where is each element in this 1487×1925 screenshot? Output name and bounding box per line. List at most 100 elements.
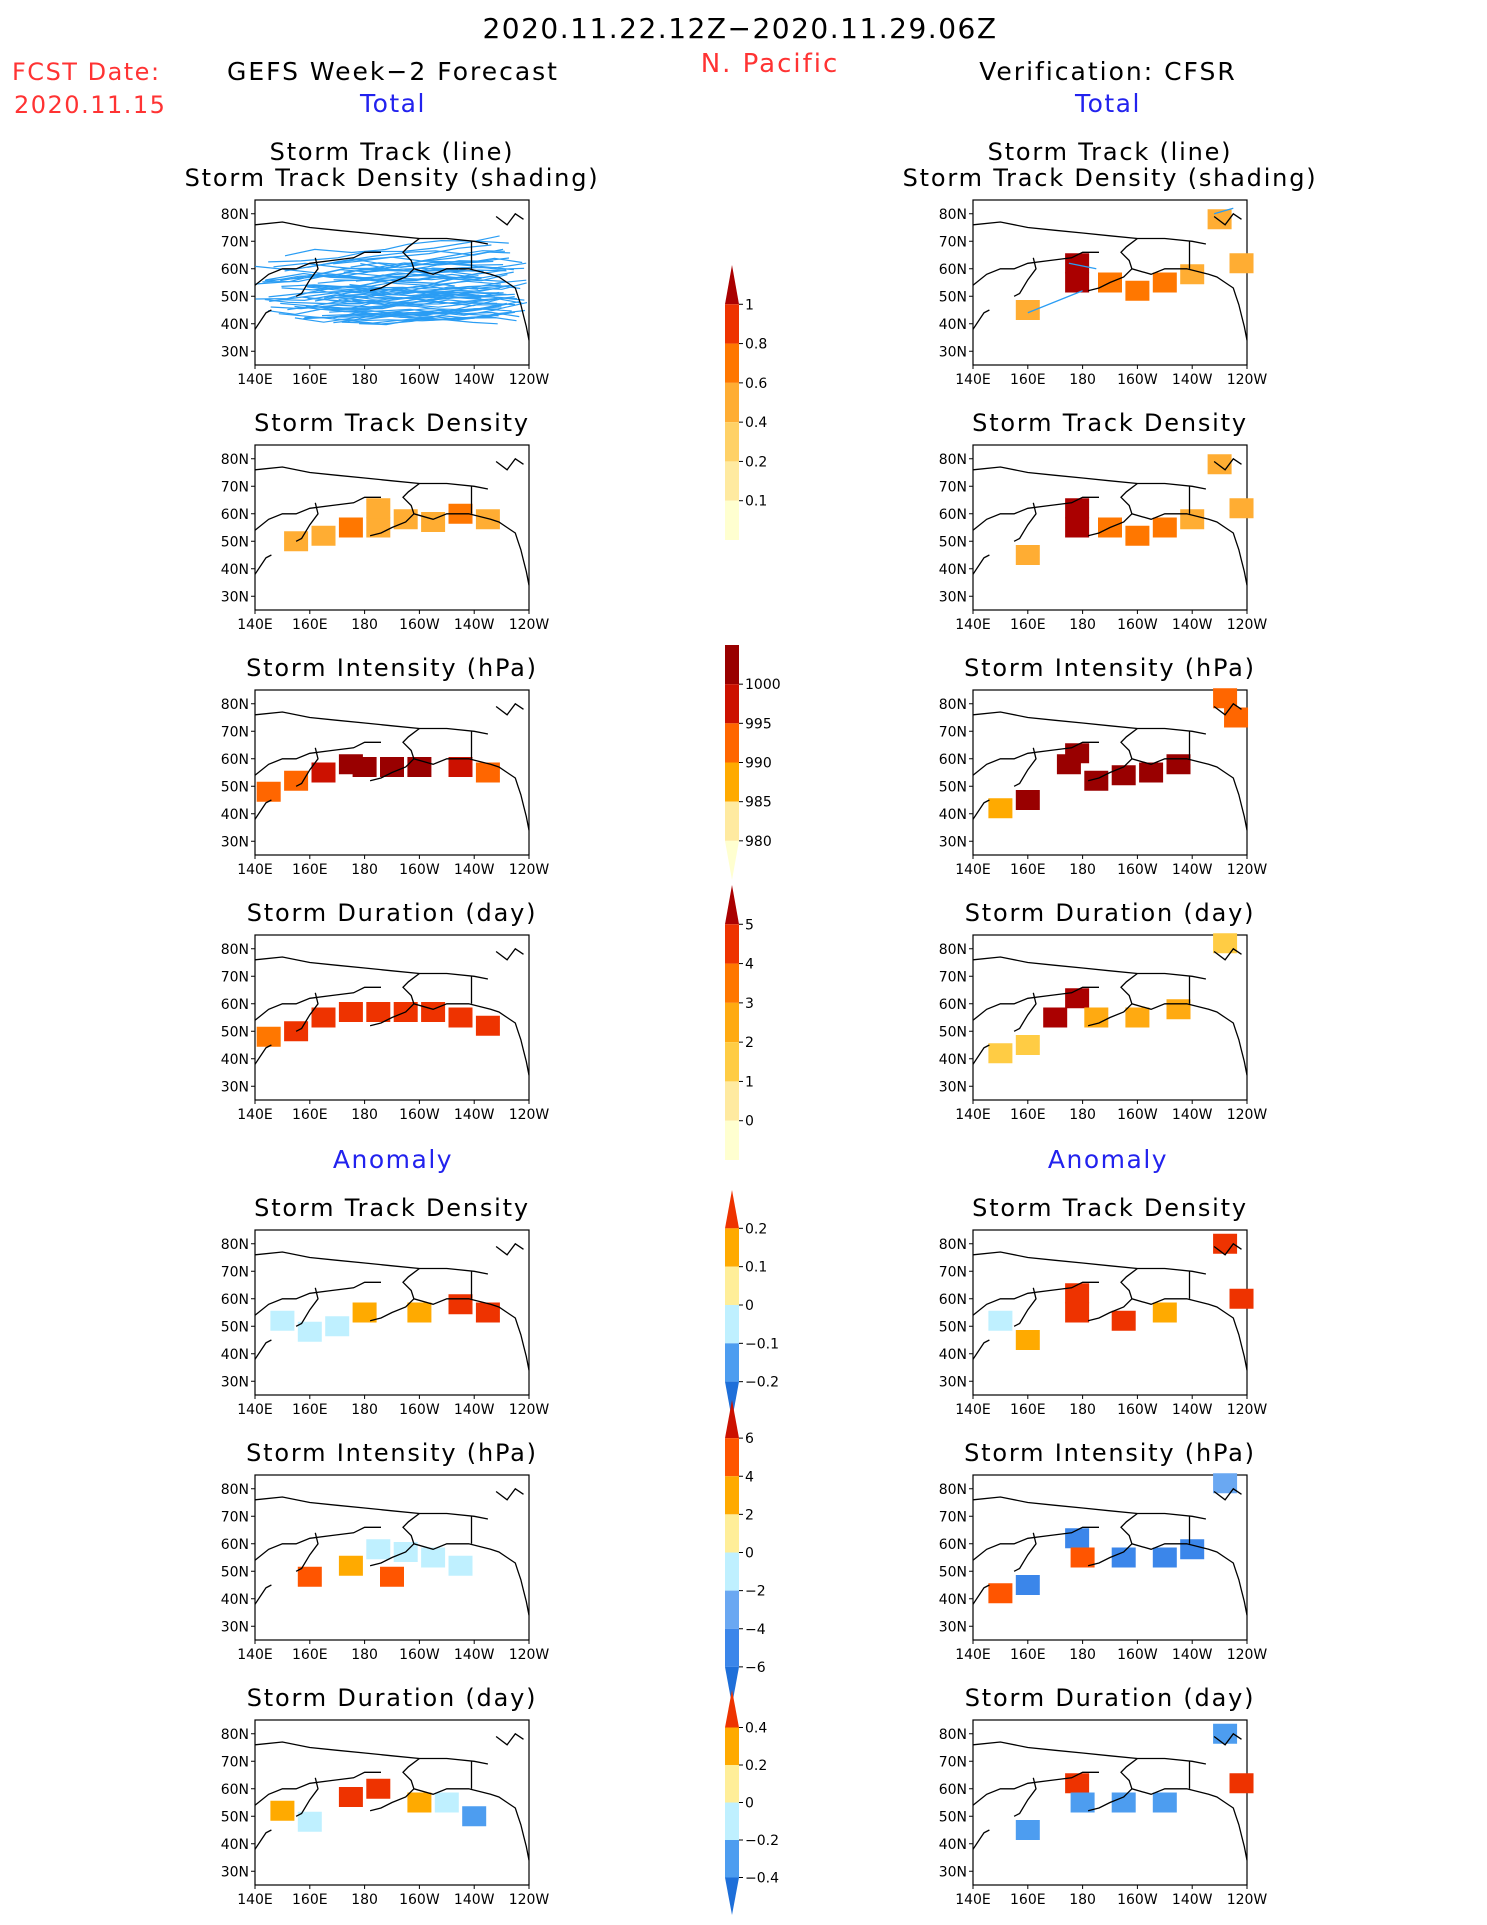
storm-track-line [307, 248, 504, 268]
lat-tick-label: 70N [939, 234, 967, 250]
grid-cell [1229, 253, 1254, 274]
coastline-5 [254, 1829, 272, 1850]
colorbar-5: −0.4 −0.2 0 0.2 0.4 [725, 1690, 779, 1915]
grid-cell [366, 1002, 391, 1022]
colorbar-segment [725, 963, 739, 1003]
coastline-3 [295, 747, 319, 787]
colorbar-tick-label: 0.2 [745, 1221, 767, 1237]
coastline-2 [369, 1543, 415, 1567]
colorbar-tick-label: −0.1 [745, 1336, 779, 1352]
lon-tick-label: 160E [1010, 1892, 1046, 1908]
storm-track-line [307, 287, 500, 302]
coastline-0 [254, 1496, 489, 1520]
coastline-4 [972, 986, 1099, 1021]
grid-cell [1015, 1820, 1040, 1840]
lon-tick-label: 120W [509, 1892, 550, 1908]
coastline-0 [254, 221, 489, 245]
coastline-4 [254, 496, 381, 531]
colorbar-segment [725, 422, 739, 462]
lon-tick-label: 160W [399, 1892, 440, 1908]
lon-tick-label: 160W [1117, 862, 1158, 878]
coastline-4 [254, 1526, 381, 1561]
coastline-3 [295, 502, 319, 542]
lat-tick-label: 30N [221, 1864, 249, 1880]
grid-cell [421, 1547, 446, 1568]
lon-tick-label: 180 [351, 862, 378, 878]
grid-cell [1111, 1547, 1136, 1568]
lon-tick-label: 120W [1227, 617, 1268, 633]
grid-cell [1065, 1283, 1090, 1304]
coastline-7 [495, 212, 524, 226]
grid-cell [325, 1316, 350, 1337]
colorbar-cap [725, 885, 739, 925]
storm-track-line [255, 265, 461, 284]
grid-cell [1180, 264, 1205, 285]
lon-tick-label: 160E [292, 1892, 328, 1908]
grid-cell [1125, 280, 1150, 301]
lat-tick-label: 80N [221, 942, 249, 958]
coastline-2 [369, 513, 415, 537]
colorbar-tick-label: 1000 [745, 677, 781, 693]
lon-tick-label: 180 [351, 1107, 378, 1123]
lon-tick-label: 160E [292, 372, 328, 388]
panel-right-5: Storm Intensity (hPa) 80N 70N 60N 50N 40N 30N 1… [939, 1439, 1268, 1663]
grid-cell [1125, 525, 1150, 546]
lon-tick-label: 140E [955, 1402, 991, 1418]
lat-tick-label: 40N [221, 1347, 249, 1363]
panel-title: Storm Track Density [254, 1194, 530, 1222]
lon-tick-label: 160E [292, 862, 328, 878]
lat-tick-label: 70N [221, 1264, 249, 1280]
lon-tick-label: 140W [454, 372, 495, 388]
lon-tick-label: 180 [1069, 1107, 1096, 1123]
lat-tick-label: 30N [939, 1374, 967, 1390]
coastline-5 [972, 1584, 990, 1605]
grid-cell [1213, 688, 1238, 709]
coastline-7 [495, 457, 524, 471]
coastline-2 [369, 758, 415, 782]
colorbar-tick-label: 4 [745, 1469, 754, 1485]
panel-right-3: Storm Duration (day) 80N 70N 60N 50N 40N 30N 14… [939, 899, 1268, 1123]
grid-cell [1065, 253, 1090, 274]
lat-tick-label: 30N [939, 1864, 967, 1880]
coastline-2 [1087, 758, 1133, 782]
lon-tick-label: 120W [509, 617, 550, 633]
grid-cell [256, 781, 281, 802]
coastline-4 [972, 1526, 1099, 1561]
lat-tick-label: 80N [939, 207, 967, 223]
lat-tick-label: 50N [939, 1024, 967, 1040]
grid-cell [311, 762, 336, 783]
grid-cell [1015, 300, 1040, 320]
coastline-7 [495, 1242, 524, 1256]
colorbar-3: −0.2 −0.1 0 0.1 0.2 [725, 1190, 779, 1420]
storm-track-line [362, 284, 521, 293]
colorbar-tick-label: 990 [745, 756, 772, 772]
grid-cell [1152, 1302, 1177, 1323]
lon-tick-label: 160W [399, 1402, 440, 1418]
storm-track-line [294, 309, 499, 323]
panel-right-6: Storm Duration (day) 80N 70N 60N 50N 40N 30N 14… [939, 1684, 1268, 1908]
lon-tick-label: 140E [237, 1892, 273, 1908]
colorbar-tick-label: 1 [745, 297, 754, 313]
lat-tick-label: 50N [221, 779, 249, 795]
panel-left-4: Storm Track Density 80N 70N 60N 50N 40N 30N 140… [221, 1194, 550, 1418]
grid-cell [988, 798, 1013, 819]
panel-title: Storm Track Density [254, 409, 530, 437]
storm-track-line [1213, 207, 1234, 215]
grid-cell [1180, 509, 1205, 530]
grid-cell [338, 517, 363, 538]
grid-cell [352, 1302, 377, 1323]
panel-title: Storm Duration (day) [965, 1684, 1256, 1712]
lat-tick-label: 40N [939, 317, 967, 333]
colorbar-tick-label: 3 [745, 996, 754, 1012]
right-anomaly-label: Anomaly [1048, 1145, 1168, 1174]
storm-track-line [333, 312, 509, 324]
coastline-4 [254, 1771, 381, 1806]
lon-tick-label: 140W [454, 617, 495, 633]
coastline-1 [1120, 1757, 1248, 1861]
lat-tick-label: 30N [939, 1079, 967, 1095]
lon-tick-label: 120W [1227, 1402, 1268, 1418]
grid-cell [270, 1800, 295, 1821]
grid-cell [1043, 1007, 1068, 1028]
coastline-3 [295, 257, 319, 297]
coastline-2 [369, 1788, 415, 1812]
